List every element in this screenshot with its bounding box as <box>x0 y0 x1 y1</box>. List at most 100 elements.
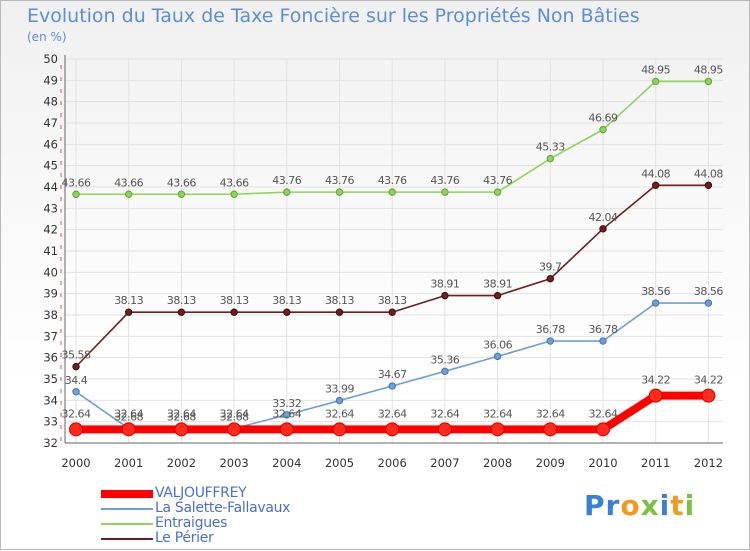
y-tick-label: 49 <box>43 73 58 87</box>
y-tick-label: 47 <box>43 116 58 130</box>
x-tick-label: 2007 <box>430 456 459 470</box>
legend-label: VALJOUFFREY <box>155 485 247 501</box>
y-tick-label: 50 <box>43 52 58 66</box>
data-label-le-perier: 39.7 <box>539 261 562 274</box>
data-label-entraigues: 43.76 <box>430 174 459 187</box>
x-tick-label: 2009 <box>536 456 565 470</box>
legend-label: Le Périer <box>155 530 214 546</box>
y-tick-label: 45 <box>43 159 58 173</box>
chart-subtitle: (en %) <box>27 30 67 44</box>
data-point-entraigues <box>177 190 186 198</box>
y-tick-label: 33 <box>43 415 58 429</box>
y-tick-label: 35 <box>43 372 58 386</box>
data-point-le-perier <box>177 308 186 316</box>
data-label-la-salette-fallavaux: 36.06 <box>483 338 512 351</box>
data-label-valjouffrey: 34.22 <box>694 374 723 387</box>
data-label-la-salette-fallavaux: 38.56 <box>641 285 670 298</box>
data-label-la-salette-fallavaux: 35.36 <box>430 353 459 366</box>
data-label-le-perier: 38.13 <box>272 294 301 307</box>
x-tick-label: 2005 <box>325 456 354 470</box>
legend-swatch <box>101 490 153 498</box>
data-point-valjouffrey <box>121 422 136 437</box>
data-point-la-salette-fallavaux <box>283 411 291 419</box>
data-point-la-salette-fallavaux <box>72 388 80 396</box>
data-point-la-salette-fallavaux <box>704 299 713 307</box>
data-label-valjouffrey: 32.64 <box>272 407 301 420</box>
x-tick-label: 2012 <box>694 456 723 470</box>
data-label-valjouffrey: 32.64 <box>114 407 143 420</box>
legend-label: La Salette-Fallavaux <box>155 500 291 516</box>
y-tick-label: 38 <box>43 308 58 322</box>
data-label-le-perier: 35.58 <box>62 349 91 362</box>
data-point-entraigues <box>230 190 238 198</box>
data-label-le-perier: 38.13 <box>114 294 143 307</box>
data-label-entraigues: 43.66 <box>62 176 91 189</box>
x-tick-label: 2002 <box>167 456 196 470</box>
data-point-entraigues <box>704 77 713 86</box>
logo-letter: o <box>620 489 641 522</box>
x-tick-label: 2001 <box>114 456 143 470</box>
data-point-valjouffrey <box>543 422 558 437</box>
data-label-le-perier: 38.13 <box>325 294 354 307</box>
data-point-entraigues <box>546 154 554 163</box>
data-label-la-salette-fallavaux: 36.78 <box>536 323 565 336</box>
data-label-le-perier: 38.13 <box>167 294 196 307</box>
data-point-entraigues <box>493 188 502 196</box>
data-label-le-perier: 38.13 <box>220 294 249 307</box>
data-label-valjouffrey: 32.64 <box>536 407 565 420</box>
data-label-valjouffrey: 32.64 <box>325 407 354 420</box>
x-tick-label: 2011 <box>641 456 670 470</box>
data-label-le-perier: 44.08 <box>641 167 670 180</box>
x-tick-label: 2010 <box>588 456 617 470</box>
proxiti-logo: Proxiti <box>584 489 695 522</box>
data-label-entraigues: 48.95 <box>694 63 723 76</box>
data-label-le-perier: 44.08 <box>694 167 723 180</box>
y-tick-label: 43 <box>43 201 58 215</box>
y-tick-label: 46 <box>43 137 58 151</box>
x-tick-label: 2004 <box>272 456 301 470</box>
legend-swatch <box>101 523 153 525</box>
data-point-valjouffrey <box>490 422 505 437</box>
y-tick-label: 36 <box>43 351 58 365</box>
data-label-valjouffrey: 32.64 <box>483 407 512 420</box>
y-tick-label: 40 <box>43 265 58 279</box>
data-point-valjouffrey <box>227 422 242 437</box>
data-point-valjouffrey <box>279 422 294 437</box>
y-tick-label: 39 <box>43 287 58 301</box>
data-label-le-perier: 38.13 <box>378 294 407 307</box>
data-point-la-salette-fallavaux <box>546 337 554 345</box>
data-point-le-perier <box>125 308 133 316</box>
data-label-la-salette-fallavaux: 36.78 <box>589 323 618 336</box>
data-label-valjouffrey: 32.64 <box>167 407 196 420</box>
data-point-la-salette-fallavaux <box>388 382 396 390</box>
data-point-valjouffrey <box>69 422 83 437</box>
logo-letter: x <box>640 489 660 522</box>
data-label-entraigues: 45.33 <box>536 141 565 154</box>
data-point-le-perier <box>283 308 291 316</box>
logo-letter: t <box>670 489 685 522</box>
data-point-valjouffrey <box>701 388 716 403</box>
data-label-valjouffrey: 34.22 <box>641 374 670 387</box>
data-label-entraigues: 43.66 <box>167 176 196 189</box>
data-point-la-salette-fallavaux <box>441 367 449 376</box>
data-point-le-perier <box>72 362 80 371</box>
logo-letter: r <box>605 489 621 522</box>
data-point-entraigues <box>388 188 396 196</box>
data-label-la-salette-fallavaux: 32.68 <box>167 410 196 423</box>
data-label-entraigues: 46.69 <box>589 112 618 125</box>
data-point-le-perier <box>493 291 502 300</box>
data-label-le-perier: 42.04 <box>589 211 618 224</box>
logo-letter: i <box>684 489 696 522</box>
chart-title: Evolution du Taux de Taxe Foncière sur l… <box>27 5 640 27</box>
x-tick-label: 2000 <box>61 456 90 470</box>
data-point-entraigues <box>72 190 80 198</box>
data-label-le-perier: 38.91 <box>483 278 512 291</box>
data-label-la-salette-fallavaux: 33.99 <box>325 383 354 396</box>
data-label-entraigues: 43.66 <box>114 176 143 189</box>
data-point-valjouffrey <box>174 422 189 437</box>
data-point-le-perier <box>388 308 396 316</box>
data-point-le-perier <box>546 275 554 283</box>
data-point-le-perier <box>599 225 607 233</box>
